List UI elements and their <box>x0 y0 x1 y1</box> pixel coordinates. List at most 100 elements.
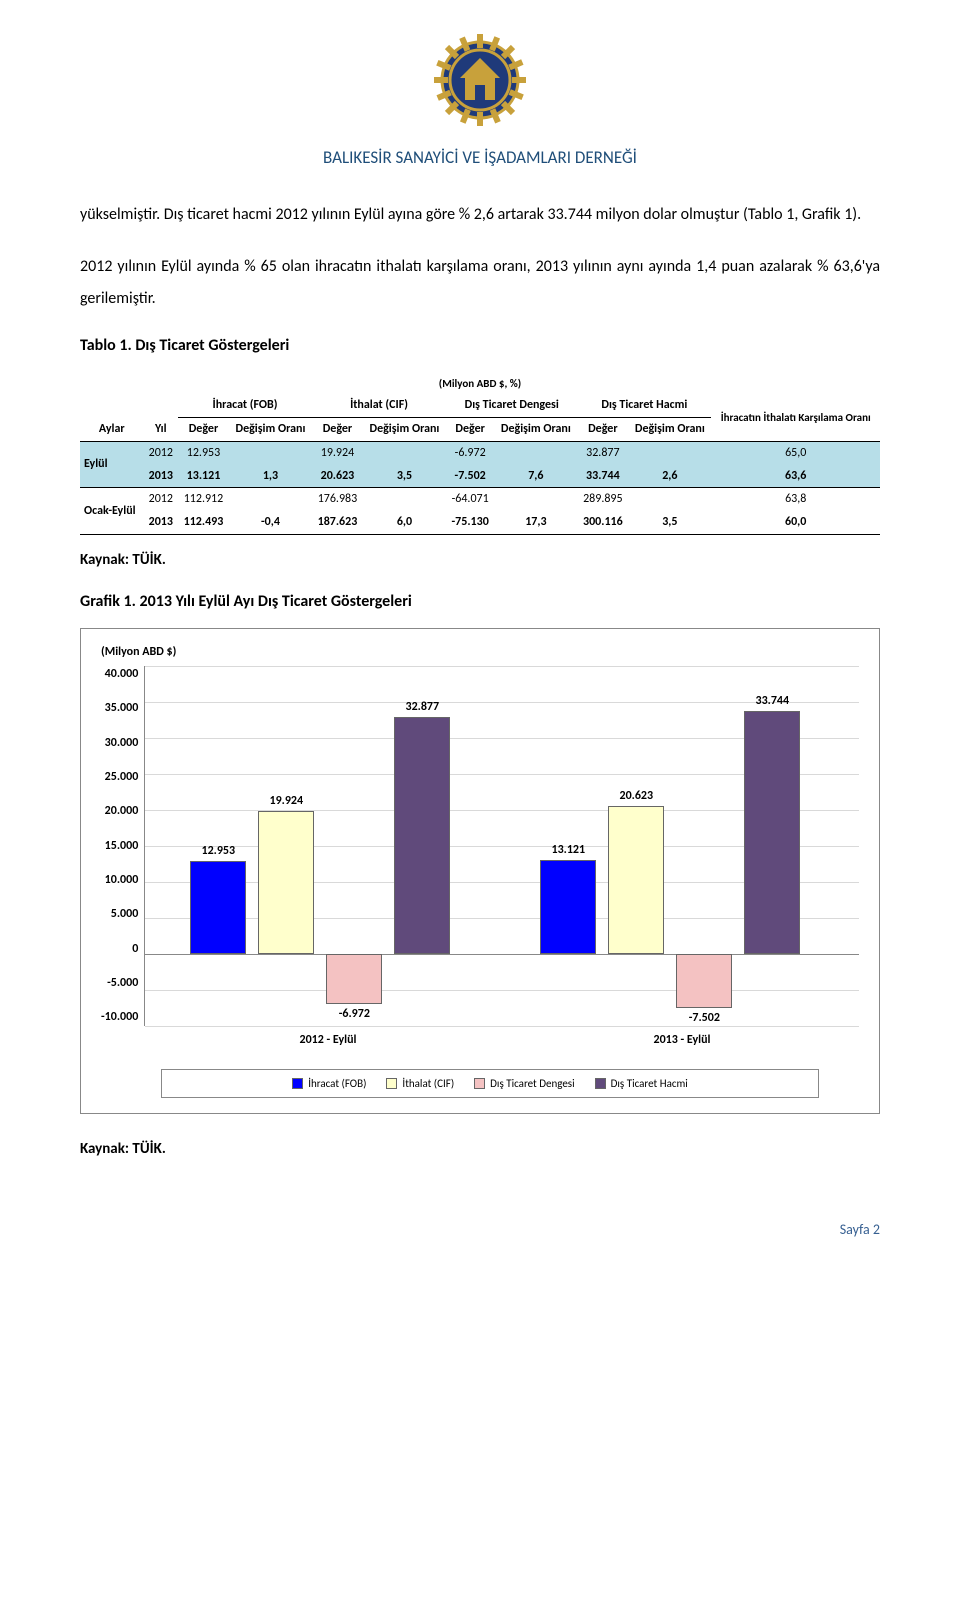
y-tick-label: 15.000 <box>101 838 138 855</box>
table-row: 2013 13.121 1,3 20.623 3,5 -7.502 7,6 33… <box>80 465 880 488</box>
sub-deger: Değer <box>577 417 628 441</box>
grp-karsilama: İhracatın İthalatı Karşılama Oranı <box>711 394 880 441</box>
sub-degisim: Değişim Oranı <box>363 417 446 441</box>
legend-item: Dış Ticaret Dengesi <box>474 1076 574 1091</box>
cell: 12.953 <box>178 441 229 464</box>
legend-label: İthalat (CIF) <box>402 1076 454 1091</box>
bar-ithalat <box>258 811 314 954</box>
org-logo <box>80 30 880 136</box>
cell: 6,0 <box>363 511 446 534</box>
cell: 33.744 <box>577 465 628 488</box>
legend-label: İhracat (FOB) <box>308 1076 366 1091</box>
bar-label: 20.623 <box>619 788 653 805</box>
cell: 2013 <box>144 511 178 534</box>
cell: 176.983 <box>312 488 363 511</box>
y-tick-label: 25.000 <box>101 769 138 786</box>
cell: -6.972 <box>446 441 494 464</box>
gridline <box>145 990 859 991</box>
cell: 187.623 <box>312 511 363 534</box>
bar-label: 33.744 <box>755 693 789 710</box>
cell: 7,6 <box>494 465 577 488</box>
bar-label: 19.924 <box>269 793 303 810</box>
cell: 112.912 <box>178 488 229 511</box>
cell: 3,5 <box>628 511 711 534</box>
legend-item: İhracat (FOB) <box>292 1076 366 1091</box>
cell: 13.121 <box>178 465 229 488</box>
cell: 17,3 <box>494 511 577 534</box>
cell: -0,4 <box>229 511 312 534</box>
sub-deger: Değer <box>178 417 229 441</box>
chart1-title: Grafik 1. 2013 Yılı Eylül Ayı Dış Ticare… <box>80 591 880 613</box>
bar-label: 32.877 <box>405 699 439 716</box>
y-tick-label: -10.000 <box>101 1009 138 1026</box>
cell <box>628 441 711 464</box>
table-row: Ocak-Eylül 2012 112.912 176.983 -64.071 … <box>80 488 880 511</box>
cell: 289.895 <box>577 488 628 511</box>
x-tick-label: 2012 - Eylül <box>151 1032 505 1049</box>
table1-source: Kaynak: TÜİK. <box>80 550 880 571</box>
gridline <box>145 702 859 703</box>
cell <box>363 488 446 511</box>
legend-label: Dış Ticaret Hacmi <box>611 1076 688 1091</box>
cell: 1,3 <box>229 465 312 488</box>
legend-swatch <box>595 1078 606 1089</box>
cell: 3,5 <box>363 465 446 488</box>
bar-ihracat <box>540 860 596 954</box>
cell: -75.130 <box>446 511 494 534</box>
row-eylul-label: Eylül <box>80 441 144 488</box>
legend-swatch <box>474 1078 485 1089</box>
bar-label: 13.121 <box>551 842 585 859</box>
cell: 2013 <box>144 465 178 488</box>
cell: 2012 <box>144 488 178 511</box>
table1: (Milyon ABD $, %) Aylar Yıl İhracat (FOB… <box>80 373 880 535</box>
y-tick-label: 40.000 <box>101 666 138 683</box>
sub-degisim: Değişim Oranı <box>494 417 577 441</box>
cell: 300.116 <box>577 511 628 534</box>
bar-hacmi <box>744 711 800 954</box>
y-axis: 40.00035.00030.00025.00020.00015.00010.0… <box>101 666 144 1026</box>
table-row: Eylül 2012 12.953 19.924 -6.972 32.877 6… <box>80 441 880 464</box>
bar-ihracat <box>190 861 246 954</box>
cell <box>494 488 577 511</box>
grp-ithalat: İthalat (CIF) <box>312 394 446 417</box>
chart-legend: İhracat (FOB) İthalat (CIF) Dış Ticaret De… <box>161 1069 819 1098</box>
legend-item: Dış Ticaret Hacmi <box>595 1076 688 1091</box>
cell <box>229 488 312 511</box>
col-aylar: Aylar <box>80 394 144 441</box>
page-number: Sayfa 2 <box>80 1220 880 1240</box>
bar-label: 12.953 <box>201 843 235 860</box>
table1-unit: (Milyon ABD $, %) <box>80 373 880 394</box>
y-tick-label: 35.000 <box>101 700 138 717</box>
zero-line <box>145 954 859 955</box>
paragraph-1: yükselmiştir. Dış ticaret hacmi 2012 yıl… <box>80 199 880 231</box>
y-tick-label: 30.000 <box>101 735 138 752</box>
y-tick-label: 10.000 <box>101 872 138 889</box>
y-tick-label: -5.000 <box>101 975 138 992</box>
plot-area: 12.953 19.924 -6.972 32.877 13.121 20.623 -7.5… <box>144 666 859 1026</box>
legend-label: Dış Ticaret Dengesi <box>490 1076 574 1091</box>
cell: 112.493 <box>178 511 229 534</box>
sub-deger: Değer <box>312 417 363 441</box>
y-tick-label: 5.000 <box>101 906 138 923</box>
legend-swatch <box>386 1078 397 1089</box>
cell: -64.071 <box>446 488 494 511</box>
cell <box>628 488 711 511</box>
grp-denge: Dış Ticaret Dengesi <box>446 394 577 417</box>
cell <box>494 441 577 464</box>
chart1-axis-title: (Milyon ABD $) <box>101 644 859 661</box>
row-ocak-eylul-label: Ocak-Eylül <box>80 488 144 535</box>
bar-label: -6.972 <box>339 1006 370 1023</box>
legend-item: İthalat (CIF) <box>386 1076 454 1091</box>
paragraph-2: 2012 yılının Eylül ayında % 65 olan ihra… <box>80 251 880 315</box>
table1-title: Tablo 1. Dış Ticaret Göstergeleri <box>80 335 880 357</box>
bar-denge <box>326 954 382 1004</box>
cell: 19.924 <box>312 441 363 464</box>
bar-denge <box>676 954 732 1008</box>
cell: 63,6 <box>711 465 880 488</box>
legend-swatch <box>292 1078 303 1089</box>
chart1-source: Kaynak: TÜİK. <box>80 1139 880 1160</box>
bar-label: -7.502 <box>689 1010 720 1027</box>
sub-degisim: Değişim Oranı <box>628 417 711 441</box>
cell: 65,0 <box>711 441 880 464</box>
col-yil: Yıl <box>144 394 178 441</box>
